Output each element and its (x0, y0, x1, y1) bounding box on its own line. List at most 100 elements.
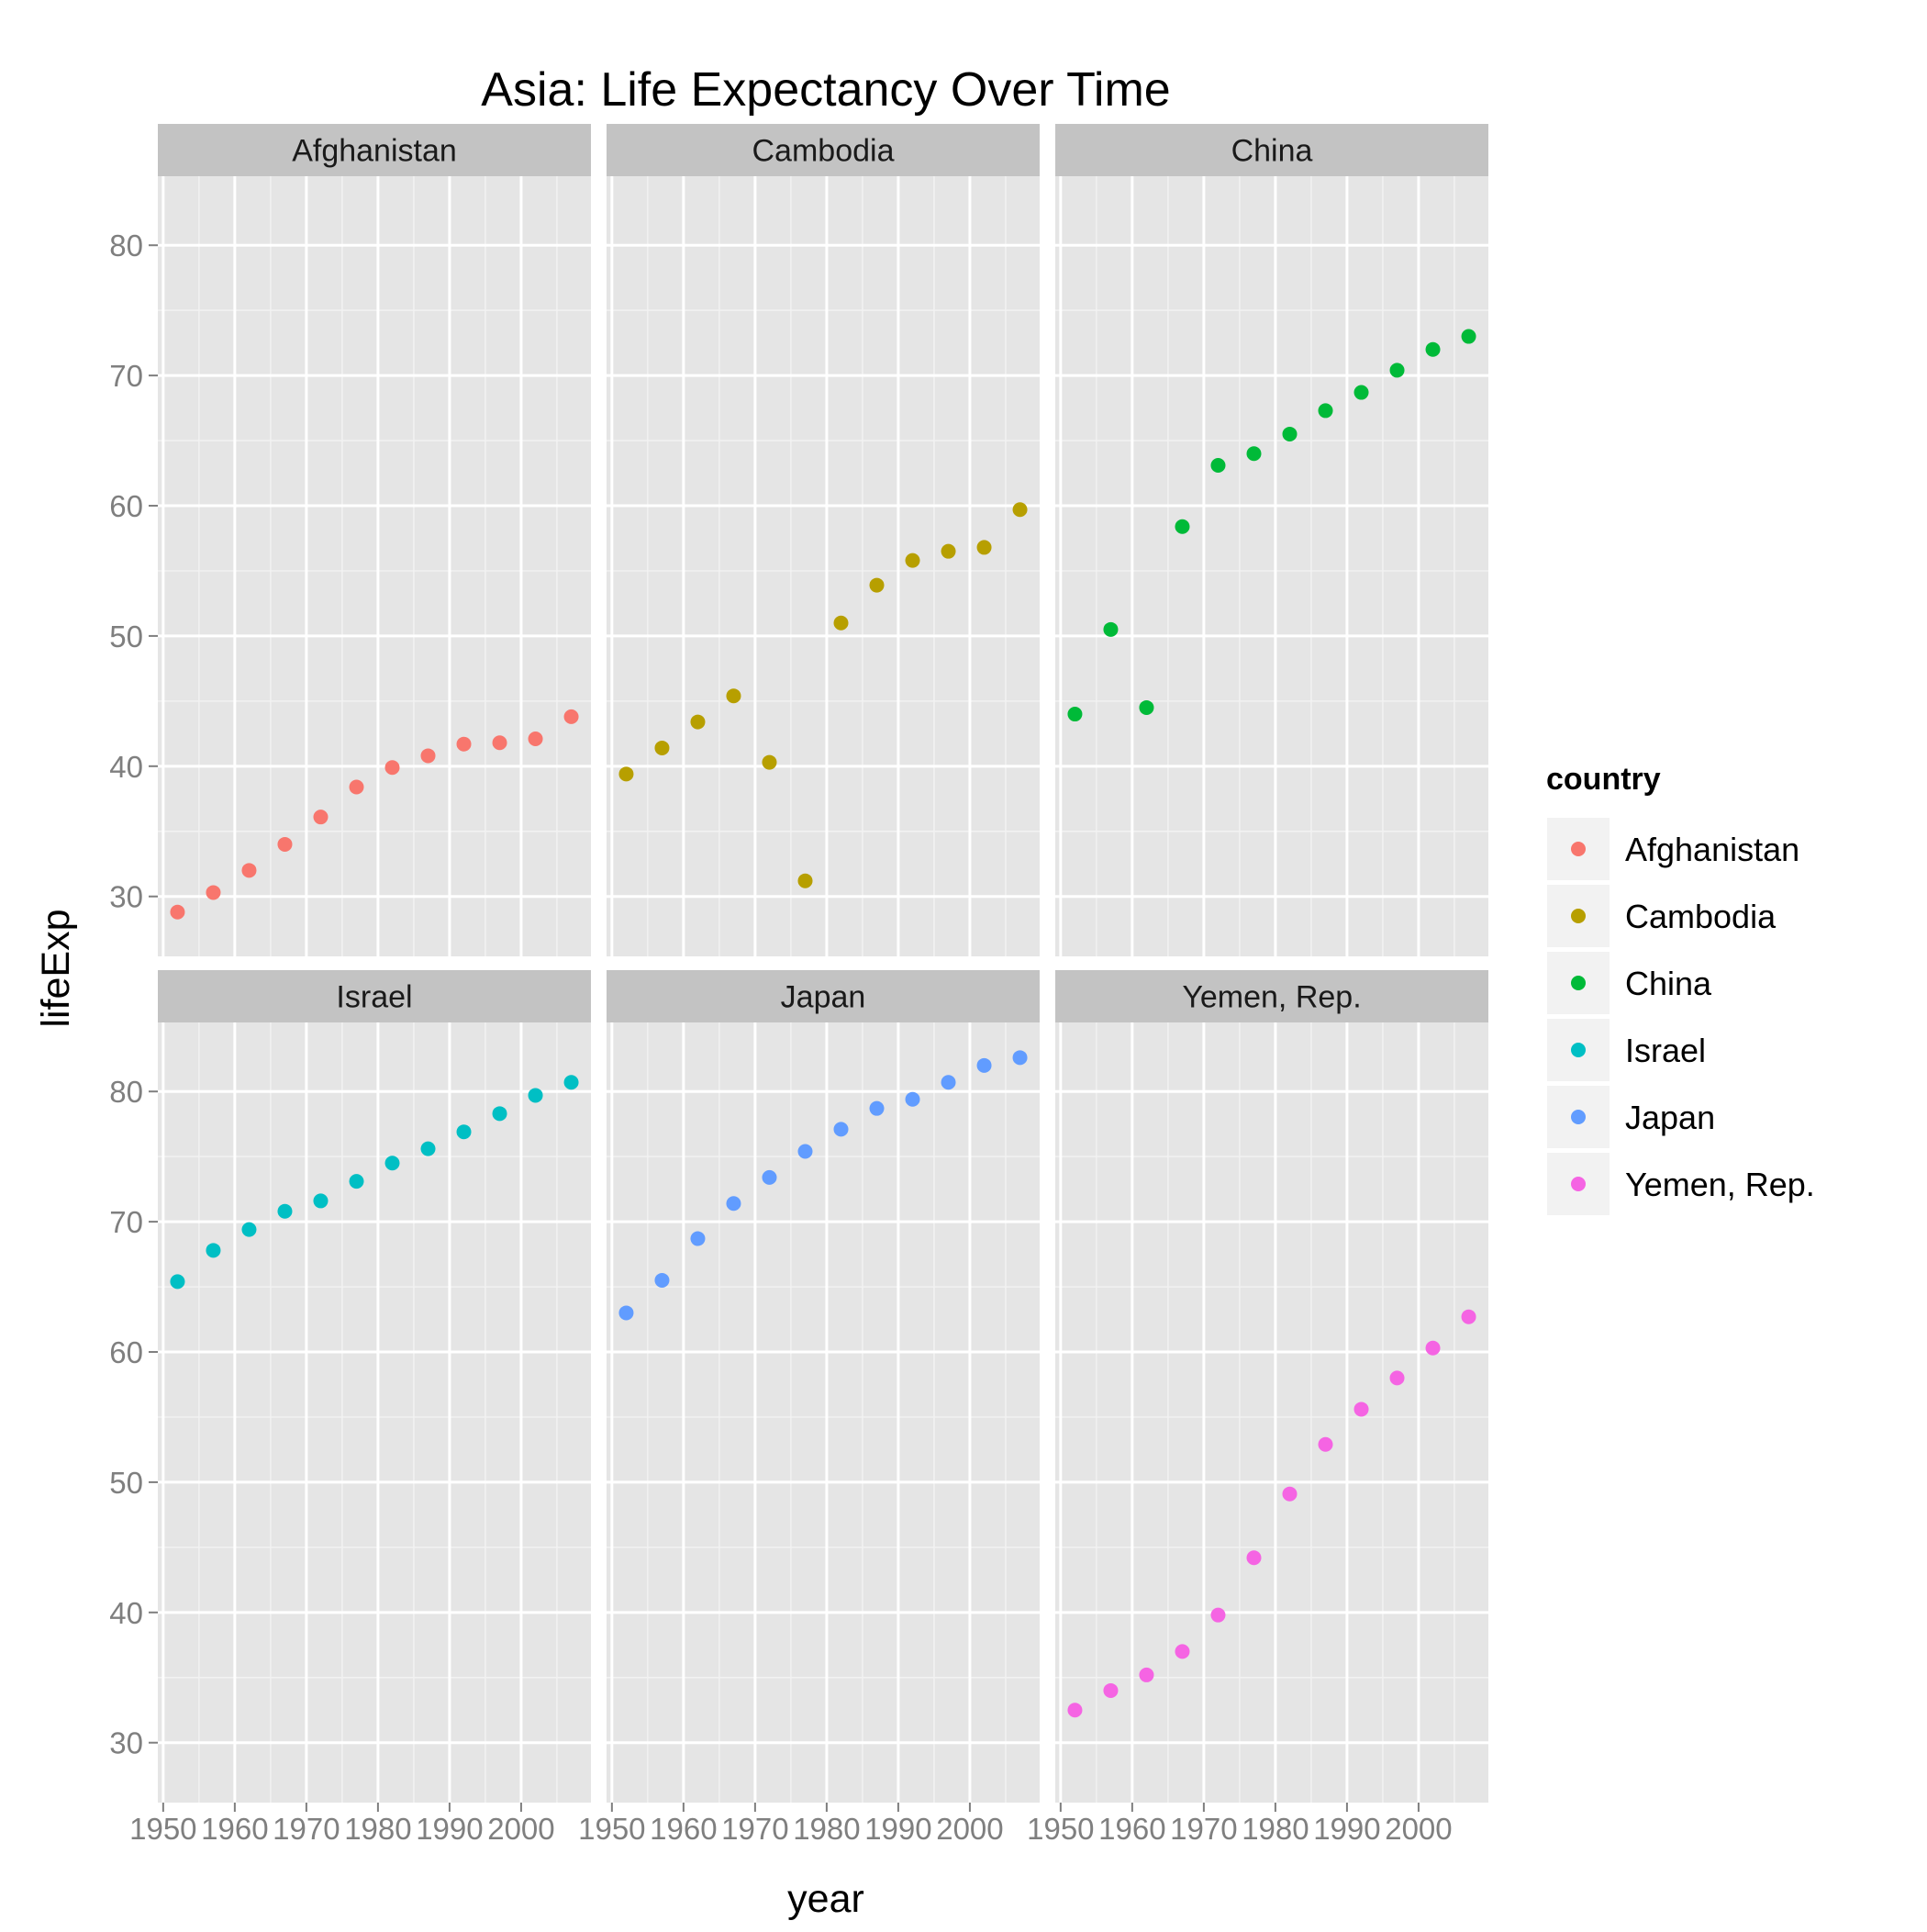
panel-background (1055, 176, 1488, 956)
data-point-cambodia-1972 (762, 754, 777, 770)
legend-label: Afghanistan (1625, 831, 1799, 868)
facet-strip (158, 124, 591, 176)
legend-swatch (1571, 1177, 1586, 1191)
legend-label: Yemen, Rep. (1625, 1166, 1815, 1203)
y-tick-label: 80 (109, 1075, 143, 1109)
data-point-yemen-rep-1967 (1175, 1644, 1190, 1659)
data-point-china-2007 (1461, 329, 1476, 344)
x-tick-label: 1950 (129, 1812, 196, 1846)
data-point-afghanistan-1972 (313, 810, 329, 825)
data-point-yemen-rep-1997 (1389, 1370, 1405, 1386)
data-point-yemen-rep-2007 (1461, 1309, 1476, 1324)
panel-china: China (1055, 124, 1488, 956)
data-point-japan-1952 (618, 1305, 634, 1321)
y-tick-label: 60 (109, 489, 143, 523)
legend-title: country (1546, 762, 1661, 797)
facet-strip-label: China (1231, 134, 1313, 169)
data-point-japan-1962 (690, 1231, 706, 1246)
data-point-japan-1967 (726, 1196, 741, 1212)
legend-item: Japan (1545, 1084, 1715, 1150)
chart-title: Asia: Life Expectancy Over Time (481, 63, 1170, 117)
y-tick-label: 70 (109, 359, 143, 393)
panel-cambodia: Cambodia (607, 124, 1040, 956)
y-tick-label: 40 (109, 750, 143, 784)
facet-strip (158, 970, 591, 1022)
data-point-yemen-rep-1977 (1246, 1550, 1262, 1566)
legend-item: Yemen, Rep. (1545, 1151, 1815, 1217)
data-point-israel-1952 (170, 1274, 185, 1290)
x-tick-label: 1980 (793, 1812, 860, 1846)
panel-background (607, 176, 1040, 956)
data-point-japan-2007 (1012, 1050, 1028, 1066)
legend-item: Cambodia (1545, 883, 1777, 949)
data-point-china-1992 (1353, 385, 1369, 400)
x-tick-label: 1980 (1242, 1812, 1309, 1846)
y-tick-label: 80 (109, 229, 143, 262)
data-point-cambodia-1957 (654, 740, 670, 755)
x-tick-label: 1960 (201, 1812, 268, 1846)
data-point-israel-1962 (241, 1222, 257, 1237)
x-axis-title: year (787, 1877, 864, 1921)
data-point-cambodia-1992 (905, 553, 920, 568)
legend-swatch (1571, 909, 1586, 923)
panel-background (158, 176, 591, 956)
data-point-japan-1987 (869, 1100, 885, 1116)
x-tick-label: 2000 (936, 1812, 1003, 1846)
x-tick-label: 1990 (416, 1812, 483, 1846)
facet-strip (1055, 124, 1488, 176)
data-point-japan-1997 (941, 1075, 956, 1090)
data-point-china-1997 (1389, 363, 1405, 378)
panel-japan: Japan (607, 970, 1040, 1803)
data-point-israel-1997 (492, 1106, 507, 1122)
data-point-japan-1992 (905, 1091, 920, 1107)
data-point-japan-1982 (833, 1122, 849, 1137)
data-point-israel-1967 (277, 1203, 293, 1219)
data-point-japan-1972 (762, 1169, 777, 1185)
x-tick-label: 1990 (864, 1812, 931, 1846)
x-tick-label: 1970 (1170, 1812, 1237, 1846)
data-point-cambodia-1987 (869, 577, 885, 593)
y-axis-title: lifeExp (34, 909, 78, 1027)
data-point-afghanistan-1977 (349, 779, 364, 795)
data-point-china-1962 (1139, 699, 1154, 715)
data-point-israel-1977 (349, 1174, 364, 1189)
data-point-china-1972 (1210, 458, 1226, 474)
x-tick-label: 1980 (344, 1812, 411, 1846)
data-point-china-2002 (1425, 341, 1441, 357)
data-point-cambodia-1977 (797, 873, 813, 888)
x-tick-label: 1950 (1027, 1812, 1094, 1846)
data-point-israel-1992 (456, 1124, 472, 1140)
facet-strip-label: Israel (336, 980, 412, 1015)
legend-label: China (1625, 965, 1712, 1002)
data-point-afghanistan-1987 (420, 748, 436, 764)
legend-swatch (1571, 976, 1586, 990)
facet-strip (607, 124, 1040, 176)
panels-layer: Afghanistan Cambodia China Israel Japan Yemen… (158, 124, 1488, 1803)
y-tick-label: 40 (109, 1596, 143, 1630)
data-point-china-1957 (1103, 621, 1119, 637)
x-tick-label: 1990 (1313, 1812, 1380, 1846)
y-tick-label: 30 (109, 880, 143, 914)
legend-swatch (1571, 842, 1586, 856)
data-point-yemen-rep-1992 (1353, 1402, 1369, 1417)
data-point-israel-2002 (528, 1088, 543, 1103)
facet-strip-label: Cambodia (752, 134, 895, 169)
data-point-cambodia-1952 (618, 766, 634, 782)
data-point-afghanistan-1967 (277, 836, 293, 852)
data-point-japan-1977 (797, 1144, 813, 1159)
data-point-israel-2007 (563, 1075, 579, 1090)
x-tick-label: 1970 (721, 1812, 788, 1846)
data-point-china-1967 (1175, 519, 1190, 534)
data-point-china-1982 (1282, 426, 1298, 441)
x-tick-label: 2000 (1385, 1812, 1452, 1846)
panel-background (158, 1022, 591, 1803)
panel-background (1055, 1022, 1488, 1803)
data-point-cambodia-2002 (976, 540, 992, 555)
data-point-yemen-rep-1972 (1210, 1607, 1226, 1623)
x-tick-label: 1950 (578, 1812, 645, 1846)
data-point-china-1987 (1318, 403, 1333, 419)
legend-label: Cambodia (1625, 898, 1777, 935)
data-point-israel-1987 (420, 1141, 436, 1156)
data-point-afghanistan-1992 (456, 736, 472, 752)
